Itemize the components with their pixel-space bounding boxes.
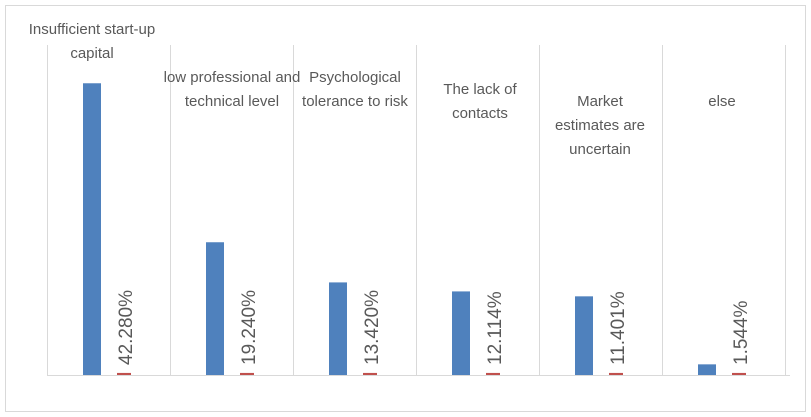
bar — [83, 83, 101, 375]
data-label: 42.280% — [116, 290, 137, 365]
secondary-bar — [363, 372, 377, 375]
category-label: Insufficient start-up capital — [28, 21, 156, 62]
secondary-bar — [117, 372, 131, 375]
secondary-bar — [240, 372, 254, 375]
category-label: The lack of contacts — [443, 81, 517, 122]
bar — [452, 291, 470, 375]
bar — [329, 282, 347, 375]
secondary-bar — [732, 372, 746, 375]
category-label: Market estimates are uncertain — [554, 93, 646, 158]
data-label: 1.544% — [731, 300, 752, 365]
bar — [575, 296, 593, 375]
bar — [698, 364, 716, 375]
chart-frame — [5, 5, 806, 412]
secondary-bar — [609, 372, 623, 375]
category-label: else — [708, 93, 736, 110]
data-label: 13.420% — [362, 290, 383, 365]
secondary-bar — [486, 372, 500, 375]
category-label: low professional and technical level — [163, 69, 301, 110]
data-label: 19.240% — [239, 290, 260, 365]
data-label: 11.401% — [608, 291, 629, 365]
bar — [206, 242, 224, 375]
category-label: Psychological tolerance to risk — [302, 69, 408, 110]
data-label: 12.114% — [485, 291, 506, 365]
